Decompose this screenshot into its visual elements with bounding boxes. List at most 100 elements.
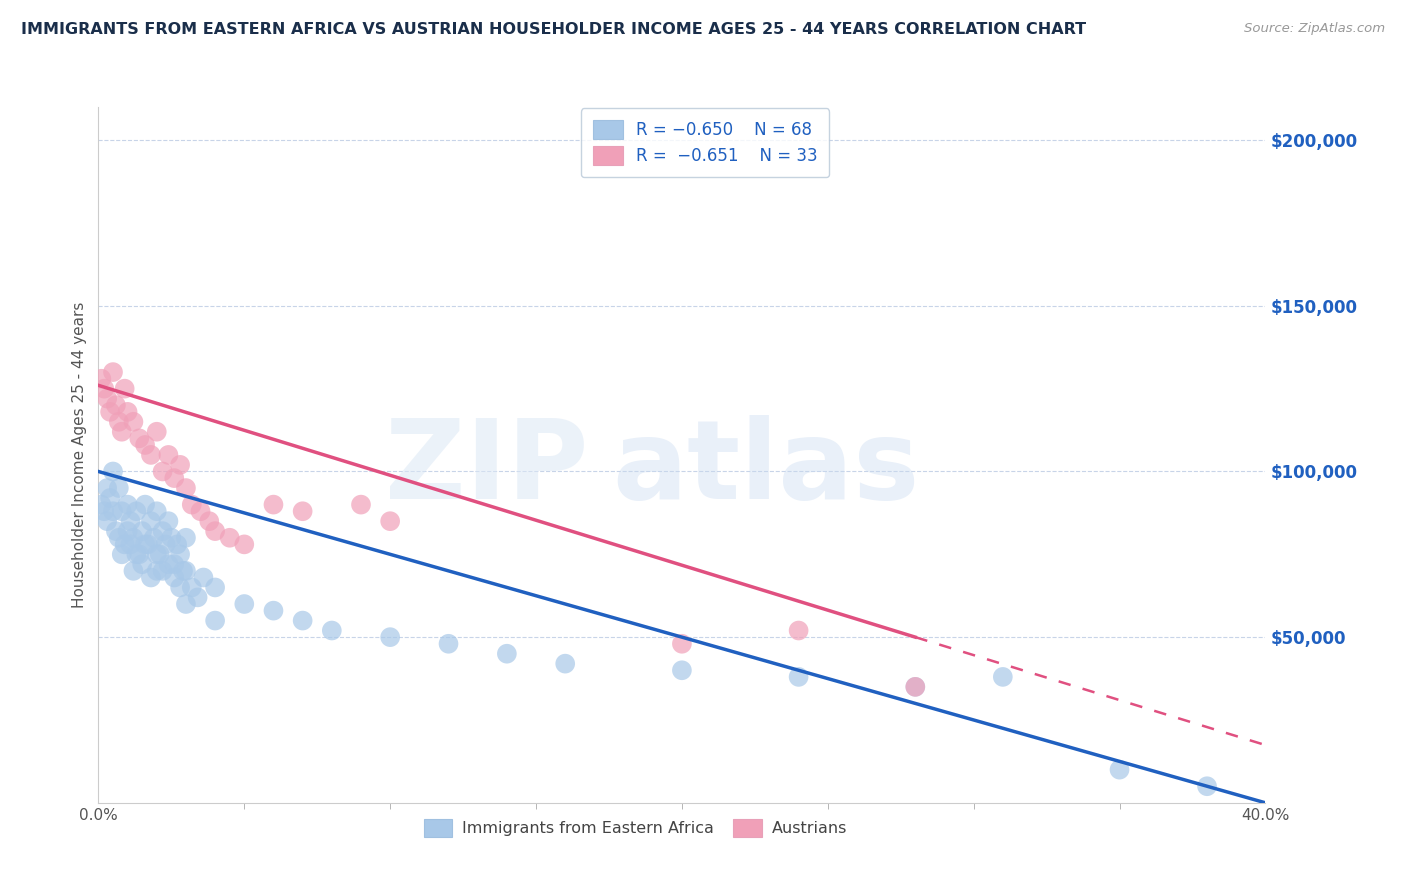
Point [108, 481, 131, 495]
Point [152, 564, 174, 578]
Text: Source: ZipAtlas.com: Source: ZipAtlas.com [1244, 22, 1385, 36]
Point [163, 471, 186, 485]
Point [90, 372, 112, 386]
Point [146, 547, 169, 561]
Text: ZIP: ZIP [385, 416, 589, 523]
Point [101, 504, 124, 518]
Point [117, 405, 139, 419]
Point [1108, 763, 1130, 777]
Point [114, 537, 136, 551]
Point [93, 382, 115, 396]
Point [98, 405, 121, 419]
Point [96, 514, 118, 528]
Point [174, 564, 197, 578]
Point [117, 524, 139, 538]
Point [117, 498, 139, 512]
Point [204, 581, 226, 595]
Point [380, 514, 402, 528]
Point [190, 504, 212, 518]
Point [1195, 779, 1218, 793]
Point [787, 624, 810, 638]
Point [122, 531, 145, 545]
Point [904, 680, 927, 694]
Point [98, 491, 121, 505]
Y-axis label: Householder Income Ages 25 - 44 years: Householder Income Ages 25 - 44 years [72, 301, 87, 608]
Point [149, 547, 172, 561]
Point [198, 514, 221, 528]
Point [134, 438, 156, 452]
Point [157, 448, 180, 462]
Point [114, 382, 136, 396]
Point [152, 465, 174, 479]
Point [262, 498, 284, 512]
Point [122, 564, 145, 578]
Point [134, 498, 156, 512]
Point [218, 531, 240, 545]
Point [157, 514, 180, 528]
Point [122, 415, 145, 429]
Point [101, 365, 124, 379]
Point [146, 564, 169, 578]
Point [174, 597, 197, 611]
Point [233, 597, 256, 611]
Point [321, 624, 343, 638]
Point [380, 630, 402, 644]
Point [125, 504, 148, 518]
Point [163, 558, 186, 572]
Point [496, 647, 519, 661]
Point [180, 498, 202, 512]
Point [128, 431, 150, 445]
Point [146, 425, 169, 439]
Point [101, 465, 124, 479]
Point [152, 524, 174, 538]
Point [291, 504, 314, 518]
Point [139, 448, 162, 462]
Point [262, 604, 284, 618]
Point [139, 570, 162, 584]
Point [671, 663, 693, 677]
Point [131, 524, 153, 538]
Point [108, 415, 131, 429]
Point [134, 537, 156, 551]
Point [120, 537, 142, 551]
Point [166, 537, 188, 551]
Point [111, 504, 134, 518]
Point [93, 504, 115, 518]
Point [157, 558, 180, 572]
Point [104, 398, 127, 412]
Point [437, 637, 460, 651]
Point [142, 531, 165, 545]
Point [120, 514, 142, 528]
Point [187, 591, 209, 605]
Point [787, 670, 810, 684]
Point [96, 481, 118, 495]
Point [128, 547, 150, 561]
Point [136, 537, 159, 551]
Point [554, 657, 576, 671]
Point [671, 637, 693, 651]
Point [131, 558, 153, 572]
Point [104, 524, 127, 538]
Point [169, 581, 191, 595]
Point [350, 498, 373, 512]
Point [180, 581, 202, 595]
Point [991, 670, 1014, 684]
Point [291, 614, 314, 628]
Point [193, 570, 215, 584]
Point [233, 537, 256, 551]
Point [169, 458, 191, 472]
Point [155, 537, 177, 551]
Text: IMMIGRANTS FROM EASTERN AFRICA VS AUSTRIAN HOUSEHOLDER INCOME AGES 25 - 44 YEARS: IMMIGRANTS FROM EASTERN AFRICA VS AUSTRI… [21, 22, 1087, 37]
Point [125, 547, 148, 561]
Point [146, 504, 169, 518]
Point [904, 680, 927, 694]
Point [111, 425, 134, 439]
Point [139, 514, 162, 528]
Point [108, 531, 131, 545]
Point [204, 524, 226, 538]
Point [174, 481, 197, 495]
Point [174, 531, 197, 545]
Legend: Immigrants from Eastern Africa, Austrians: Immigrants from Eastern Africa, Austrian… [418, 813, 853, 844]
Point [172, 564, 194, 578]
Point [90, 498, 112, 512]
